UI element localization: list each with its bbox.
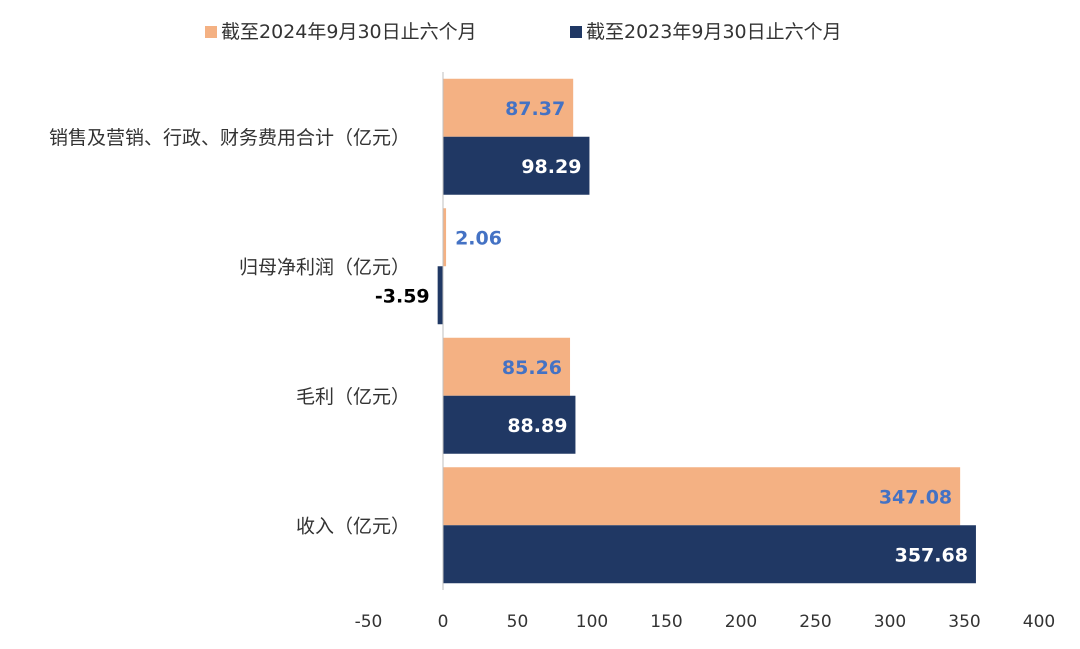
legend-swatch-0 [205, 26, 217, 38]
bar-s0-c2 [443, 337, 571, 396]
bar-s1-c2 [443, 395, 576, 454]
category-label-2: 毛利（亿元） [296, 386, 410, 408]
value-label-s0-c1: 2.06 [455, 227, 502, 249]
value-label-s0-c3: 347.08 [879, 486, 952, 508]
value-label-s0-c0: 87.37 [505, 98, 565, 120]
legend-label-1: 截至2023年9月30日止六个月 [586, 21, 842, 43]
value-label-s1-c1: -3.59 [375, 285, 430, 307]
bar-s0-c1 [443, 208, 447, 267]
x-tick-label-1: 0 [438, 612, 449, 632]
x-tick-label-3: 100 [576, 612, 608, 632]
x-tick-label-7: 300 [874, 612, 906, 632]
x-tick-label-2: 50 [507, 612, 529, 632]
bar-s1-c1 [437, 266, 443, 325]
value-label-s1-c0: 98.29 [521, 156, 581, 178]
value-label-s1-c2: 88.89 [507, 415, 567, 437]
value-label-s0-c2: 85.26 [502, 357, 562, 379]
bar-s0-c0 [443, 78, 574, 137]
x-tick-label-5: 200 [725, 612, 757, 632]
bar-s0-c3 [443, 467, 961, 526]
x-tick-label-6: 250 [799, 612, 831, 632]
x-tick-label-8: 350 [948, 612, 980, 632]
x-tick-label-9: 400 [1023, 612, 1055, 632]
x-tick-label-0: -50 [355, 612, 383, 632]
category-label-1: 归母净利润（亿元） [239, 256, 410, 278]
category-label-3: 收入（亿元） [296, 515, 410, 537]
bar-s1-c3 [443, 525, 976, 584]
x-tick-label-4: 150 [650, 612, 682, 632]
bar-s1-c0 [443, 136, 590, 195]
value-label-s1-c3: 357.68 [895, 544, 968, 566]
legend-label-0: 截至2024年9月30日止六个月 [221, 21, 477, 43]
category-label-0: 销售及营销、行政、财务费用合计（亿元） [49, 127, 410, 149]
legend-swatch-1 [570, 26, 582, 38]
